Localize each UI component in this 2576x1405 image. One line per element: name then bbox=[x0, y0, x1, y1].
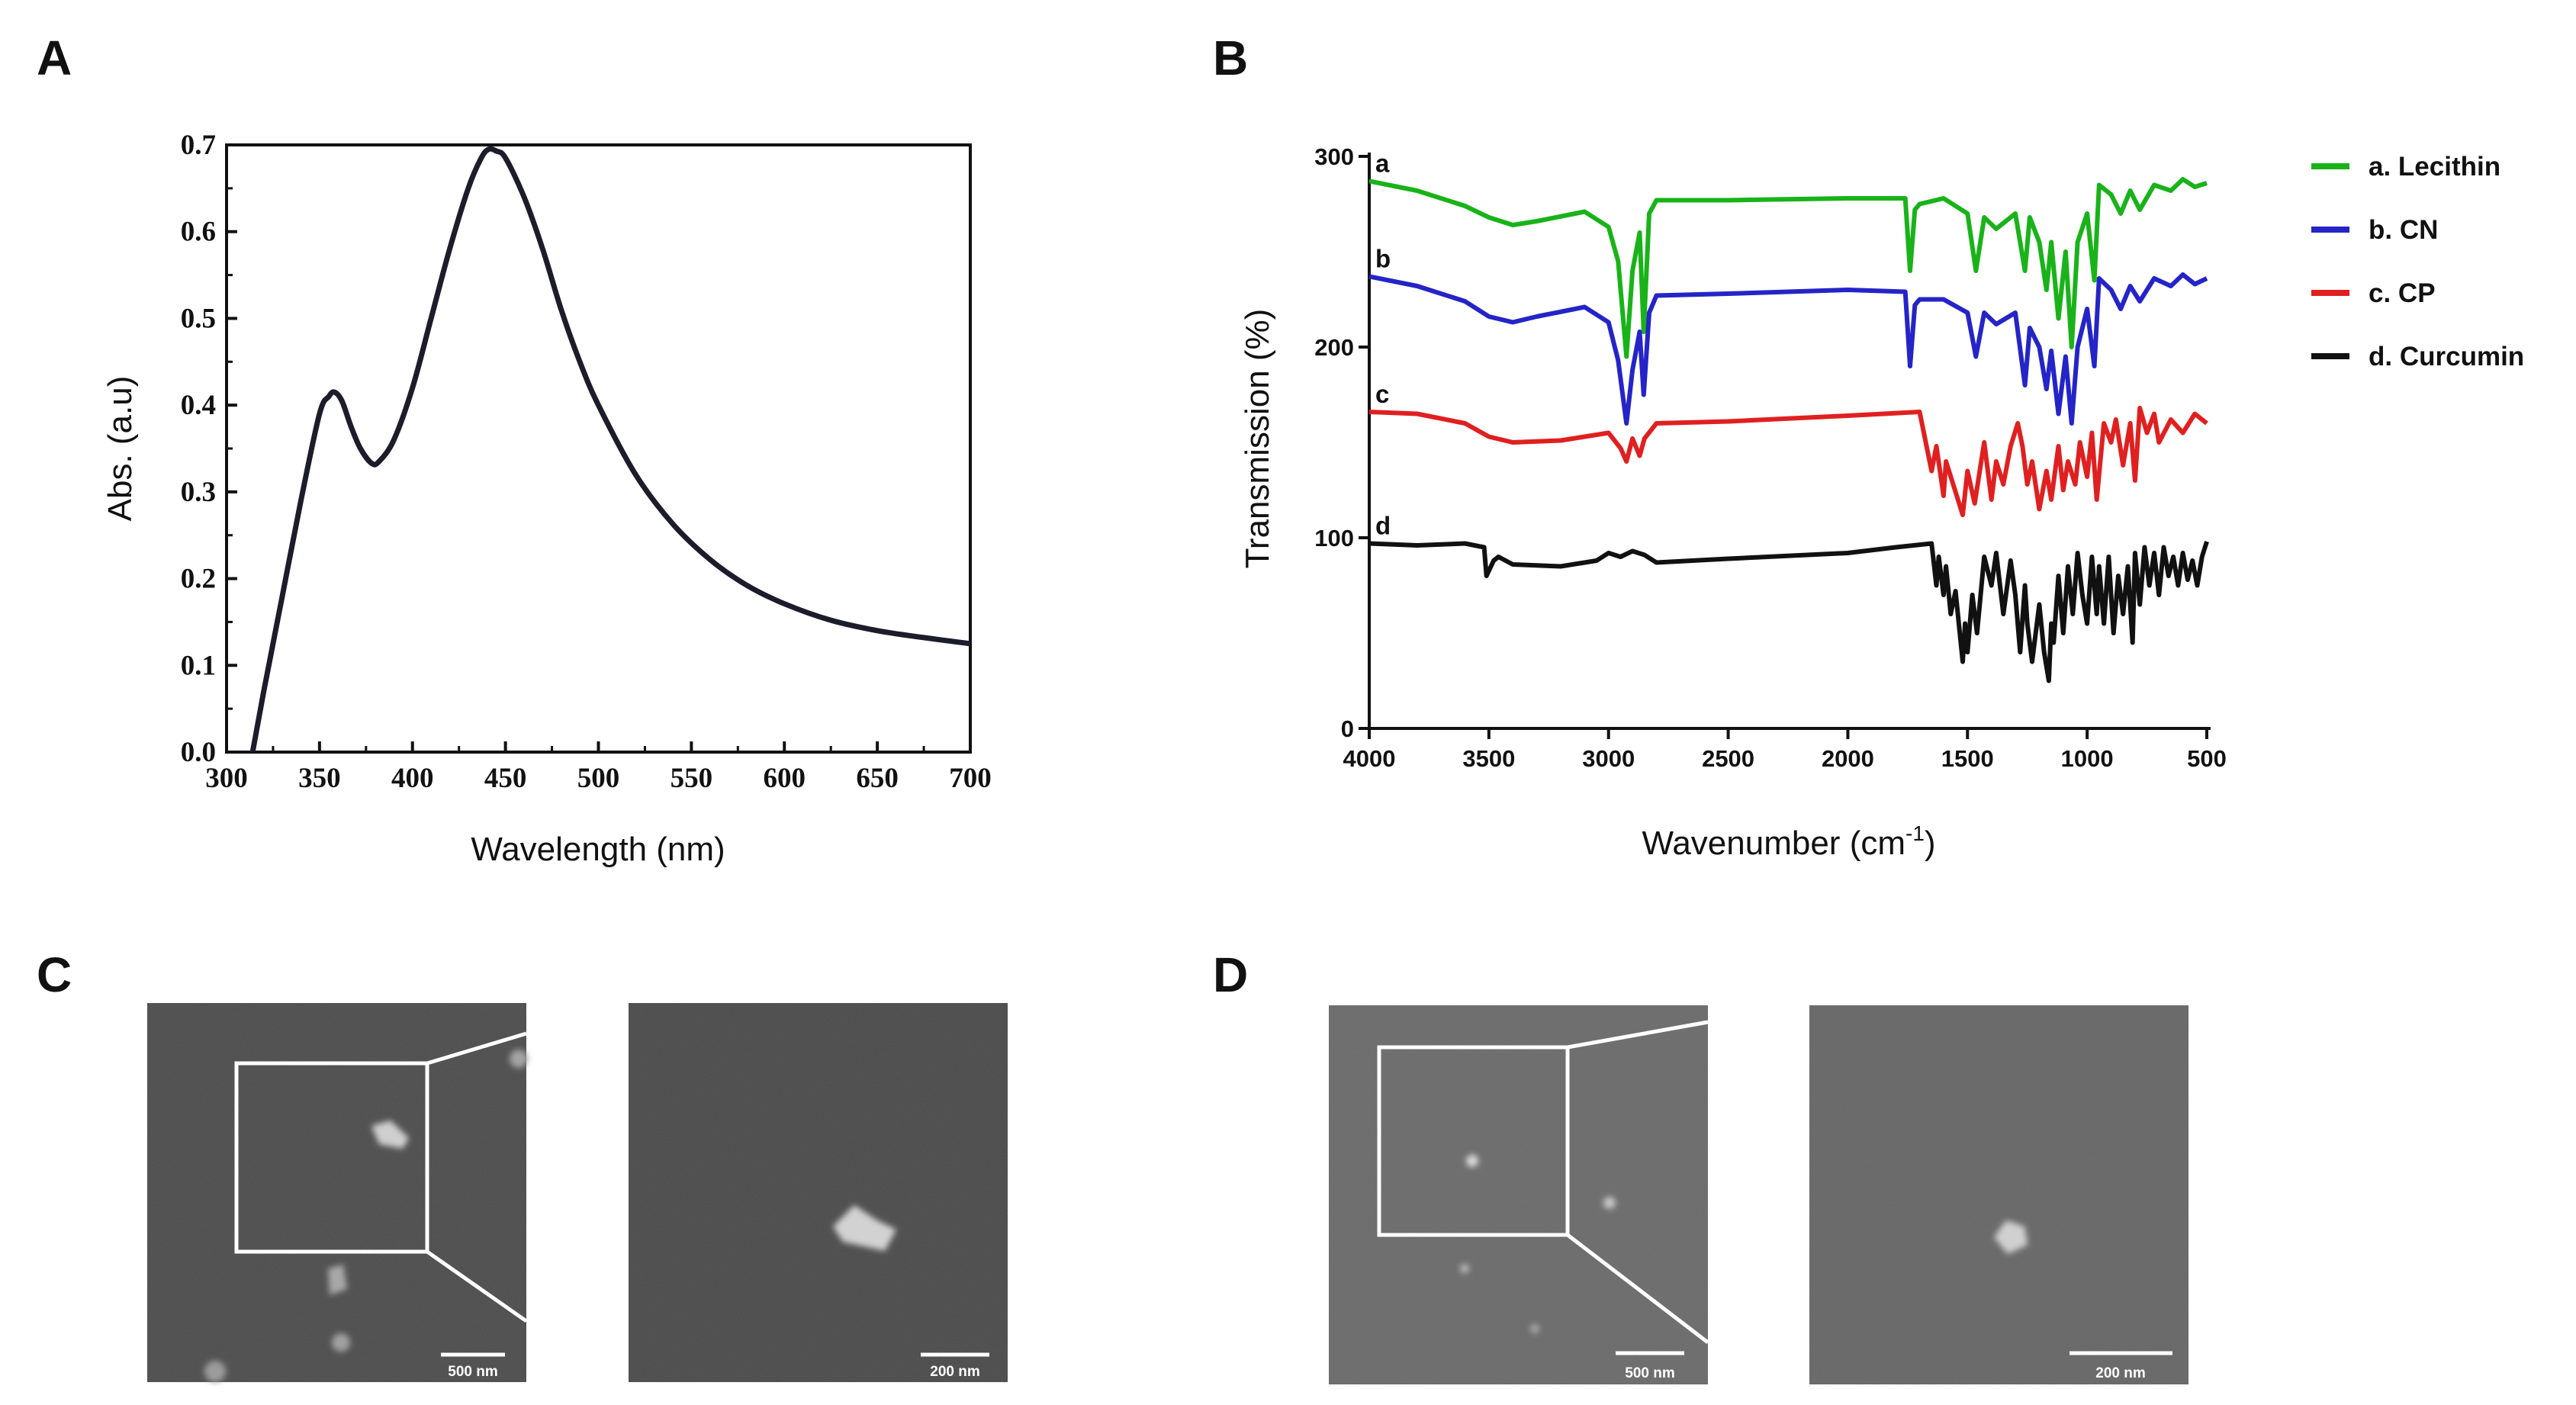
chart-b: 4000 3500 3000 2500 2000 1500 1000 500 0 100 200 3… bbox=[1239, 143, 2524, 862]
panel-d-left-scale-label: 500 nm bbox=[1625, 1365, 1674, 1381]
chart-b-x-tick-label: 500 bbox=[2187, 745, 2227, 772]
panel-d-zoom-box bbox=[1377, 1045, 1570, 1237]
panel-c-left-particle bbox=[371, 1120, 409, 1149]
chart-b-x-tick-label: 1000 bbox=[2061, 745, 2114, 772]
panel-c-left-scale-label: 500 nm bbox=[448, 1364, 497, 1380]
chart-b-x-axis-title: Wavenumber (cm-1) bbox=[1642, 821, 1935, 862]
chart-b-legend: a. Lecithin b. CN c. CP d. Curcumin bbox=[2311, 152, 2524, 371]
chart-b-series-line bbox=[1369, 177, 2208, 359]
chart-b-legend-label: d. Curcumin bbox=[2369, 342, 2524, 371]
chart-b-y-axis-title: Transmission (%) bbox=[1239, 309, 1276, 569]
chart-a-y-tick-label: 0.3 bbox=[181, 477, 216, 508]
chart-a-y-tick-label: 0.5 bbox=[181, 303, 216, 334]
panel-c-left-particle bbox=[332, 1333, 350, 1352]
chart-b-x-tick-label: 2500 bbox=[1702, 745, 1754, 772]
chart-b-x-tick-label: 1500 bbox=[1941, 745, 1994, 772]
chart-a-ticks bbox=[225, 143, 972, 754]
panel-c-zoom-line bbox=[426, 1249, 528, 1323]
chart-a-x-tick-label: 400 bbox=[391, 763, 434, 794]
chart-a-x-tick-label: 600 bbox=[764, 763, 806, 794]
chart-a-series-line bbox=[249, 146, 970, 752]
chart-b-series-line bbox=[1369, 272, 2208, 426]
panel-d-zoom-line bbox=[1567, 1020, 1709, 1050]
chart-a-x-tick-labels: 300 350 400 450 500 550 600 650 700 bbox=[205, 763, 992, 794]
chart-a-y-tick-label: 0.1 bbox=[181, 650, 216, 681]
panel-label-c: C bbox=[37, 947, 72, 1002]
panel-d-sem-right: 200 nm bbox=[1809, 1005, 2188, 1384]
panel-c-right-particle bbox=[833, 1205, 896, 1251]
chart-a-y-tick-label: 0.4 bbox=[181, 390, 216, 421]
chart-b-x-tick-label: 3000 bbox=[1582, 745, 1635, 772]
panel-c-sem-right: 200 nm bbox=[629, 1003, 1008, 1382]
chart-b-legend-label: b. CN bbox=[2369, 215, 2438, 245]
chart-b-trace-label: d bbox=[1375, 512, 1391, 540]
panel-d-right-scale-label: 200 nm bbox=[2095, 1365, 2145, 1381]
chart-a-x-tick-label: 550 bbox=[671, 763, 713, 794]
chart-b-trace-label: b bbox=[1375, 245, 1391, 273]
panel-c-left-particle bbox=[328, 1265, 347, 1295]
chart-a-y-axis-title: Abs. (a.u) bbox=[101, 376, 139, 522]
panel-d-left-particle bbox=[1530, 1324, 1539, 1333]
chart-b-y-tick-label: 300 bbox=[1314, 143, 1354, 170]
chart-a-y-tick-labels: 0.0 0.1 0.2 0.3 0.4 0.5 0.6 0.7 bbox=[181, 130, 216, 768]
panel-d-zoom-line bbox=[1566, 1233, 1709, 1344]
chart-b-y-tick-labels: 0 100 200 300 bbox=[1314, 143, 1354, 742]
chart-a-plot-frame bbox=[225, 143, 972, 754]
chart-b-x-tick-label: 4000 bbox=[1343, 745, 1396, 772]
chart-b-y-tick-label: 100 bbox=[1314, 525, 1354, 551]
chart-b-x-tick-label: 3500 bbox=[1462, 745, 1515, 772]
panel-label-a: A bbox=[37, 31, 72, 85]
panel-c-zoom-box bbox=[234, 1061, 429, 1254]
panel-d-left-particle bbox=[1603, 1197, 1616, 1209]
chart-b-trace-label: a bbox=[1375, 150, 1390, 178]
panel-c-right-scale-label: 200 nm bbox=[930, 1364, 979, 1380]
chart-a-x-tick-label: 450 bbox=[484, 763, 527, 794]
panel-c-sem-left: 500 nm bbox=[147, 1003, 528, 1382]
panel-c-zoom-line bbox=[426, 1031, 527, 1066]
chart-b-series-line bbox=[1369, 406, 2208, 517]
chart-a-x-tick-label: 650 bbox=[856, 763, 899, 794]
chart-a-y-tick-label: 0.6 bbox=[181, 217, 216, 248]
chart-b-legend-label: c. CP bbox=[2369, 278, 2436, 308]
chart-a-x-tick-label: 350 bbox=[298, 763, 341, 794]
panel-d-right-particle bbox=[1994, 1220, 2028, 1254]
chart-a-y-tick-label: 0.7 bbox=[181, 130, 216, 161]
chart-b-ticks bbox=[1359, 155, 2208, 739]
panel-label-b: B bbox=[1213, 31, 1248, 85]
panel-label-d: D bbox=[1213, 947, 1248, 1002]
panel-c-left-particle bbox=[510, 1050, 528, 1068]
chart-a-x-tick-label: 700 bbox=[949, 763, 992, 794]
panel-d-left-particle bbox=[1460, 1264, 1469, 1273]
chart-a-x-axis-title: Wavelength (nm) bbox=[471, 831, 725, 868]
chart-a-x-tick-label: 500 bbox=[577, 763, 620, 794]
chart-b-x-tick-label: 2000 bbox=[1822, 745, 1874, 772]
chart-b-trace-labels: a b c d bbox=[1375, 150, 1391, 540]
panel-c-left-particle bbox=[204, 1361, 226, 1382]
chart-b-series-line bbox=[1369, 541, 2209, 683]
chart-b-trace-label: c bbox=[1375, 380, 1389, 408]
chart-a-x-tick-label: 300 bbox=[205, 763, 248, 794]
chart-b-y-tick-label: 200 bbox=[1314, 334, 1354, 361]
chart-b-legend-label: a. Lecithin bbox=[2369, 152, 2500, 182]
chart-a-y-tick-label: 0.0 bbox=[181, 737, 216, 768]
chart-a: 300 350 400 450 500 550 600 650 700 0.0 0.1 0.2 0.3… bbox=[101, 130, 992, 868]
chart-b-y-tick-label: 0 bbox=[1341, 715, 1354, 742]
panel-d-left-particle bbox=[1466, 1155, 1478, 1167]
panel-d-sem-left: 500 nm bbox=[1329, 1005, 1709, 1384]
chart-a-y-tick-label: 0.2 bbox=[181, 564, 216, 595]
chart-b-x-tick-labels: 4000 3500 3000 2500 2000 1500 1000 500 bbox=[1343, 745, 2227, 772]
